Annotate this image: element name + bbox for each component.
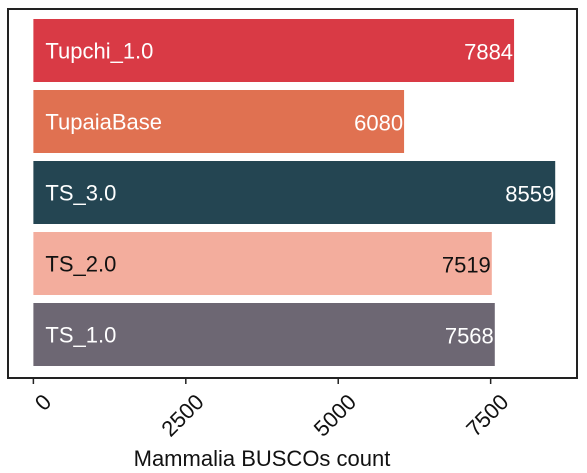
bar-category-label: TS_3.0 [45,181,116,206]
bar-value-label: 6080 [354,111,403,136]
bar-category-label: TS_1.0 [45,323,116,348]
bar-value-label: 7884 [464,40,513,65]
x-axis-title: Mammalia BUSCOs count [134,446,391,471]
plot-frame [7,8,578,379]
x-tick-label: 2500 [156,389,208,441]
bar-category-label: TS_2.0 [45,252,116,277]
bars-group: Tupchi_1.0 7884 TupaiaBase 6080 TS_3.0 8559 TS… [33,19,556,366]
bar-TupaiaBase [33,90,405,153]
bar-value-label: 7519 [442,253,491,278]
bar-TS_3.0 [33,161,556,224]
bar-TS_1.0 [33,303,495,366]
bar-category-label: TupaiaBase [45,110,162,135]
x-tick-label: 7500 [461,389,513,441]
bar-value-label: 8559 [505,182,554,207]
bar-value-label: 7568 [445,324,494,349]
bar-category-label: Tupchi_1.0 [45,39,153,64]
x-tick-label: 0 [30,389,56,415]
bar-TS_2.0 [33,232,492,295]
x-axis: 0 2500 5000 7500 [30,378,513,441]
bar-Tupchi_1.0 [33,19,515,82]
x-tick-label: 5000 [309,389,361,441]
